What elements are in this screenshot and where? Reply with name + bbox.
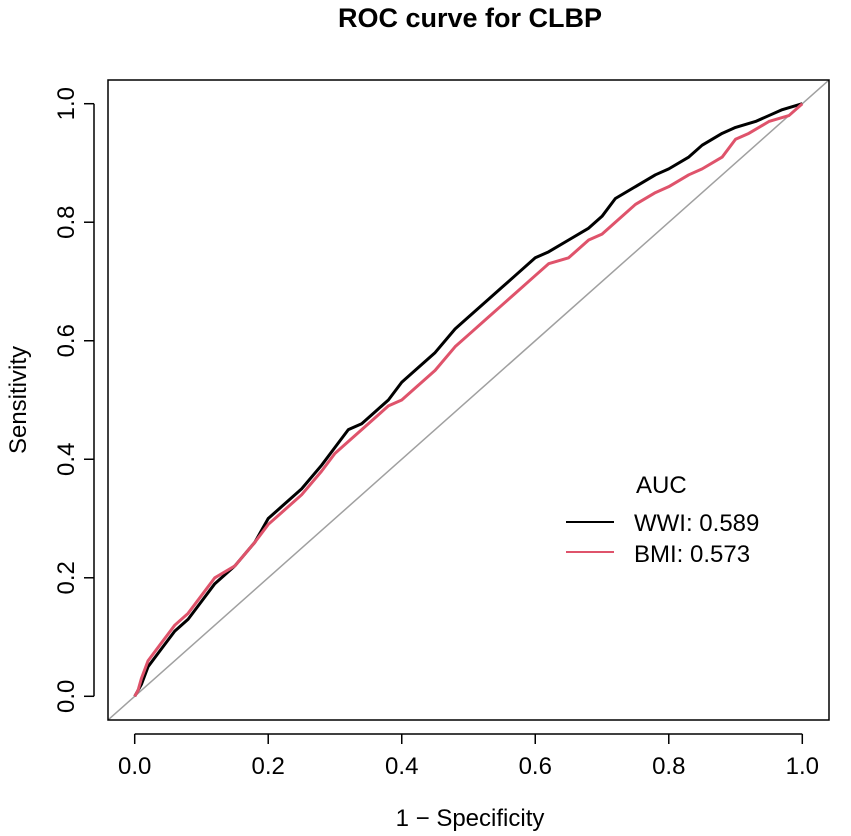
x-tick-label: 0.8 xyxy=(652,753,685,780)
y-tick-label: 0.6 xyxy=(53,324,80,357)
chart-title: ROC curve for CLBP xyxy=(338,3,602,33)
x-axis: 0.0 0.2 0.4 0.6 0.8 1.0 xyxy=(118,733,819,780)
legend-title: AUC xyxy=(636,472,687,499)
series-line-wwi xyxy=(133,102,803,698)
legend-entry-wwi: WWI: 0.589 xyxy=(634,510,759,537)
x-axis-label: 1 − Specificity xyxy=(396,805,545,832)
y-tick-label: 0.8 xyxy=(53,206,80,239)
x-tick-label: 0.6 xyxy=(519,753,552,780)
x-tick-label: 0.2 xyxy=(252,753,285,780)
x-tick-label: 1.0 xyxy=(786,753,819,780)
y-tick-label: 0.2 xyxy=(53,561,80,594)
y-axis: 0.0 0.2 0.4 0.6 0.8 1.0 xyxy=(53,87,95,713)
series-layer xyxy=(133,102,804,698)
reference-diagonal xyxy=(108,80,829,720)
x-tick-label: 0.0 xyxy=(118,753,151,780)
y-tick-label: 0.4 xyxy=(53,443,80,476)
x-tick-label: 0.4 xyxy=(385,753,418,780)
y-tick-label: 1.0 xyxy=(53,87,80,120)
legend: AUC WWI: 0.589 BMI: 0.573 xyxy=(566,472,759,568)
y-axis-label: Sensitivity xyxy=(5,346,32,454)
series-line-bmi xyxy=(133,102,804,698)
legend-entry-bmi: BMI: 0.573 xyxy=(634,541,750,568)
reference-layer xyxy=(108,80,829,720)
y-tick-label: 0.0 xyxy=(53,680,80,713)
plot-frame xyxy=(107,79,830,721)
